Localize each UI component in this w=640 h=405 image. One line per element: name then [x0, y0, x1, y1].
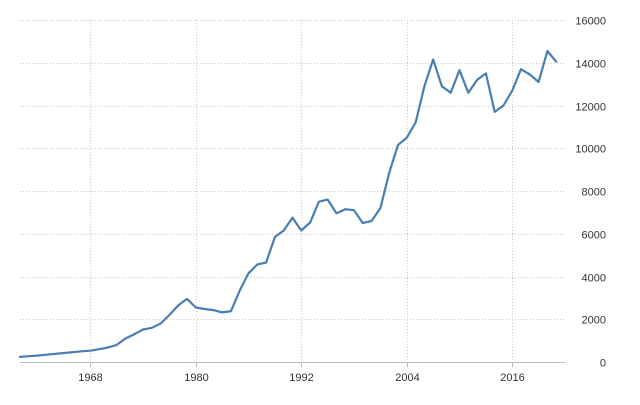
y-tick-label: 0 [600, 358, 606, 370]
y-tick-label: 8000 [582, 187, 606, 199]
y-axis: 0 2000 4000 6000 8000 10000 12000 14000 16000 [575, 16, 606, 370]
x-tick-label: 1968 [78, 372, 102, 384]
x-tick-label: 1980 [184, 372, 208, 384]
y-tick-label: 10000 [575, 144, 606, 156]
y-tick-label: 4000 [582, 273, 606, 285]
gridlines [20, 20, 565, 362]
x-tick-label: 2004 [395, 372, 419, 384]
series-line [18, 49, 558, 358]
y-tick-label: 6000 [582, 230, 606, 242]
y-tick-label: 14000 [575, 59, 606, 71]
y-tick-label: 16000 [575, 16, 606, 28]
y-tick-label: 12000 [575, 102, 606, 114]
x-tick-label: 2016 [500, 372, 524, 384]
y-tick-label: 2000 [582, 315, 606, 327]
x-tick-label: 1992 [289, 372, 313, 384]
x-axis: 1968 1980 1992 2004 2016 [20, 362, 565, 384]
series-layer [18, 49, 558, 358]
